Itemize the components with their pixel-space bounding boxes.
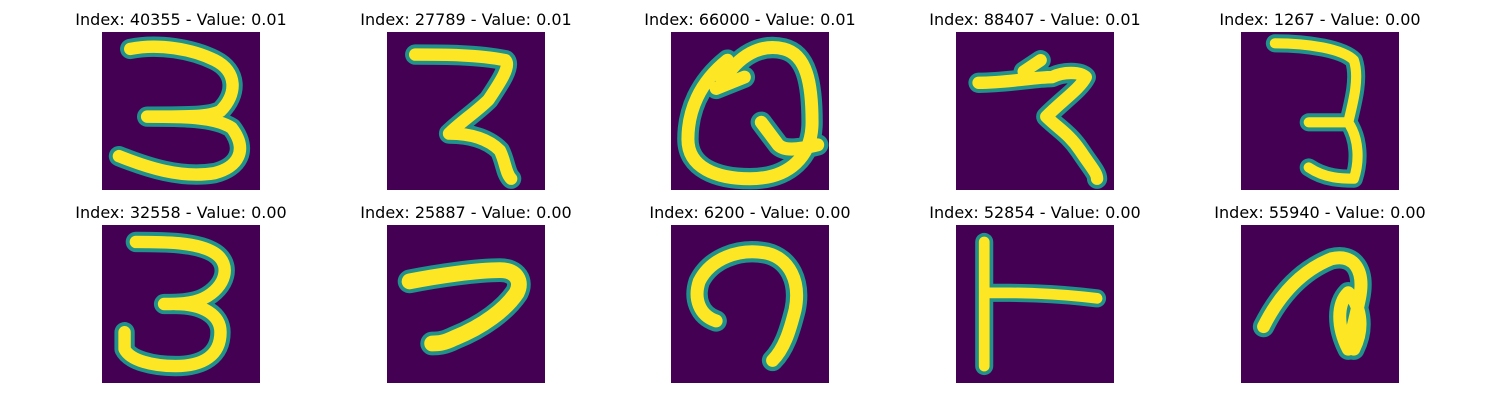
panel-title: Index: 1267 - Value: 0.00 xyxy=(1219,10,1421,29)
digit-panel: Index: 32558 - Value: 0.00 xyxy=(56,203,306,383)
panel-title: Index: 88407 - Value: 0.01 xyxy=(929,10,1141,29)
panel-title: Index: 55940 - Value: 0.00 xyxy=(1214,203,1426,222)
panel-title: Index: 52854 - Value: 0.00 xyxy=(929,203,1141,222)
panel-title: Index: 25887 - Value: 0.00 xyxy=(360,203,572,222)
digit-image xyxy=(1241,225,1399,383)
digit-image xyxy=(102,32,260,190)
digit-panel: Index: 88407 - Value: 0.01 xyxy=(910,10,1160,190)
digit-panel: Index: 40355 - Value: 0.01 xyxy=(56,10,306,190)
digit-image xyxy=(387,225,545,383)
digit-image xyxy=(102,225,260,383)
digit-panel: Index: 1267 - Value: 0.00 xyxy=(1195,10,1445,190)
digit-image xyxy=(956,225,1114,383)
digit-panel: Index: 25887 - Value: 0.00 xyxy=(341,203,591,383)
panel-title: Index: 32558 - Value: 0.00 xyxy=(75,203,287,222)
digit-panel: Index: 6200 - Value: 0.00 xyxy=(625,203,875,383)
panel-title: Index: 40355 - Value: 0.01 xyxy=(75,10,287,29)
digit-panel: Index: 55940 - Value: 0.00 xyxy=(1195,203,1445,383)
digit-image xyxy=(956,32,1114,190)
panel-title: Index: 6200 - Value: 0.00 xyxy=(649,203,851,222)
digit-image xyxy=(671,225,829,383)
digit-panel: Index: 66000 - Value: 0.01 xyxy=(625,10,875,190)
digit-image xyxy=(387,32,545,190)
digit-panel: Index: 27789 - Value: 0.01 xyxy=(341,10,591,190)
panel-title: Index: 27789 - Value: 0.01 xyxy=(360,10,572,29)
digit-image xyxy=(671,32,829,190)
digit-panel: Index: 52854 - Value: 0.00 xyxy=(910,203,1160,383)
digit-image xyxy=(1241,32,1399,190)
panel-title: Index: 66000 - Value: 0.01 xyxy=(644,10,856,29)
